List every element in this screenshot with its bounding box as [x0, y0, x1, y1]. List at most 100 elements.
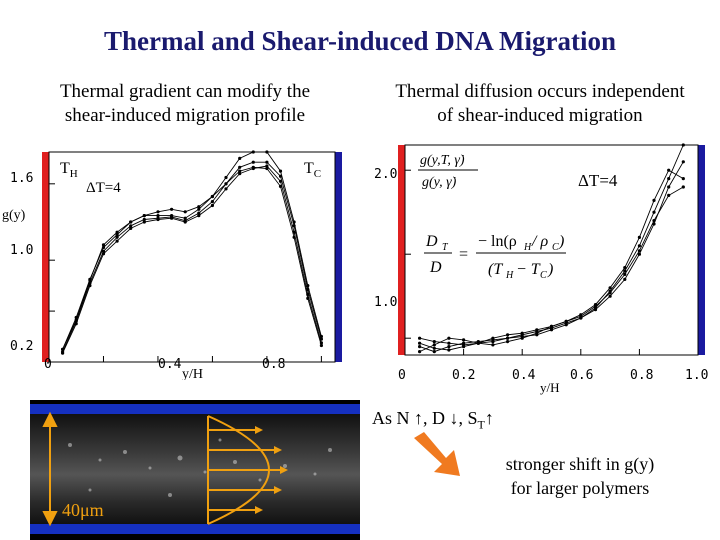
- right-delta-label: ΔT=4: [578, 171, 618, 190]
- series-line: [62, 166, 322, 350]
- data-point: [535, 328, 539, 332]
- data-point: [667, 185, 671, 189]
- data-point: [506, 340, 510, 344]
- data-point: [447, 348, 451, 352]
- data-point: [623, 266, 627, 270]
- svg-text:C: C: [552, 242, 559, 253]
- data-point: [238, 156, 242, 160]
- left-xtick-label: 0: [44, 357, 52, 372]
- svg-text:H: H: [523, 242, 532, 253]
- data-point: [447, 336, 451, 340]
- data-point: [115, 230, 119, 234]
- data-point: [506, 336, 510, 340]
- hot-wall-bar: [398, 145, 405, 355]
- right-caption-line1: Thermal diffusion occurs independent: [395, 81, 685, 102]
- shift-line1: stronger shift in g(y): [505, 454, 655, 474]
- data-point: [292, 224, 296, 228]
- data-point: [593, 304, 598, 308]
- data-point: [623, 277, 627, 281]
- data-point: [129, 224, 133, 228]
- data-point: [608, 291, 612, 295]
- data-point: [418, 336, 422, 340]
- left-delta-label: ΔT=4: [86, 180, 121, 196]
- data-point: [224, 187, 228, 191]
- data-point: [681, 185, 685, 189]
- data-point: [156, 210, 160, 214]
- right-xtick-label: 0.6: [570, 368, 593, 383]
- right-xtick-label: 0: [398, 368, 406, 383]
- cold-wall-bar: [335, 152, 342, 362]
- slide-title: Thermal and Shear-induced DNA Migration: [103, 26, 617, 56]
- data-point: [667, 168, 671, 172]
- data-point: [142, 220, 146, 224]
- data-point: [667, 193, 671, 197]
- data-point: [251, 165, 255, 169]
- data-point: [224, 182, 228, 186]
- channel-top-wall: [30, 404, 360, 414]
- data-point: [549, 324, 554, 328]
- data-point: [88, 278, 92, 283]
- svg-text:): ): [547, 261, 553, 278]
- data-point: [667, 177, 671, 181]
- data-point: [170, 216, 174, 220]
- data-point: [238, 165, 242, 169]
- svg-text:g(y,T, γ̇): g(y,T, γ̇): [420, 153, 465, 168]
- left-series: [61, 150, 323, 355]
- data-point: [637, 235, 641, 239]
- right-ytick-label: 1.0: [374, 295, 397, 310]
- data-point: [418, 350, 422, 354]
- right-plot-frame: [404, 144, 699, 356]
- data-point: [447, 341, 451, 345]
- data-point: [432, 350, 436, 354]
- right-chart: 2.0 1.0 0 0.2 0.4 0.6 0.8 1.0 y/H ΔT=4 g…: [374, 143, 708, 395]
- data-point: [74, 318, 78, 322]
- cold-wall-bar: [698, 145, 705, 355]
- data-point: [197, 214, 201, 218]
- data-point: [74, 322, 78, 326]
- data-point: [608, 286, 612, 290]
- series-line: [62, 151, 322, 350]
- data-point: [251, 150, 255, 154]
- data-point: [197, 205, 201, 209]
- data-point: [142, 214, 146, 218]
- left-plot-frame: [48, 151, 336, 363]
- right-caption: Thermal diffusion occurs independent of …: [365, 80, 715, 128]
- svg-text:− T: − T: [516, 261, 541, 278]
- svg-text:− ln(ρ: − ln(ρ: [478, 233, 517, 250]
- data-point: [88, 284, 92, 288]
- data-point: [681, 177, 685, 181]
- svg-text:(T: (T: [488, 261, 503, 278]
- data-point: [579, 314, 583, 318]
- data-point: [637, 252, 641, 256]
- data-point: [432, 340, 436, 344]
- orange-arrow-icon: [414, 432, 460, 476]
- data-point: [115, 239, 119, 243]
- data-point: [278, 169, 283, 173]
- data-point: [520, 331, 524, 335]
- data-point: [101, 252, 106, 256]
- data-point: [418, 341, 422, 345]
- right-series: [418, 143, 685, 354]
- data-point: [265, 166, 269, 171]
- data-point: [520, 336, 524, 340]
- data-point: [129, 220, 133, 224]
- svg-text:T: T: [442, 242, 449, 253]
- data-point: [115, 235, 119, 239]
- velocity-profile: [207, 415, 280, 525]
- svg-text:D: D: [425, 233, 438, 250]
- svg-text:): ): [558, 233, 564, 250]
- data-point: [265, 160, 269, 164]
- velocity-arrowheads: [255, 426, 288, 514]
- data-point: [101, 249, 106, 253]
- left-caption-line2: shear-induced migration profile: [64, 105, 306, 126]
- data-point: [142, 217, 146, 222]
- height-arrow: [42, 411, 58, 527]
- data-point: [564, 319, 568, 323]
- data-point: [623, 272, 627, 276]
- channel-interior: [30, 414, 360, 524]
- data-point: [292, 235, 296, 239]
- data-point: [462, 345, 466, 349]
- left-chart: g(y) 1.6 1.0 0.2 0 0.4 0.8 y/H TH TC ΔT=…: [2, 150, 342, 380]
- data-point: [197, 211, 201, 215]
- left-ytick-label: 0.2: [10, 339, 33, 354]
